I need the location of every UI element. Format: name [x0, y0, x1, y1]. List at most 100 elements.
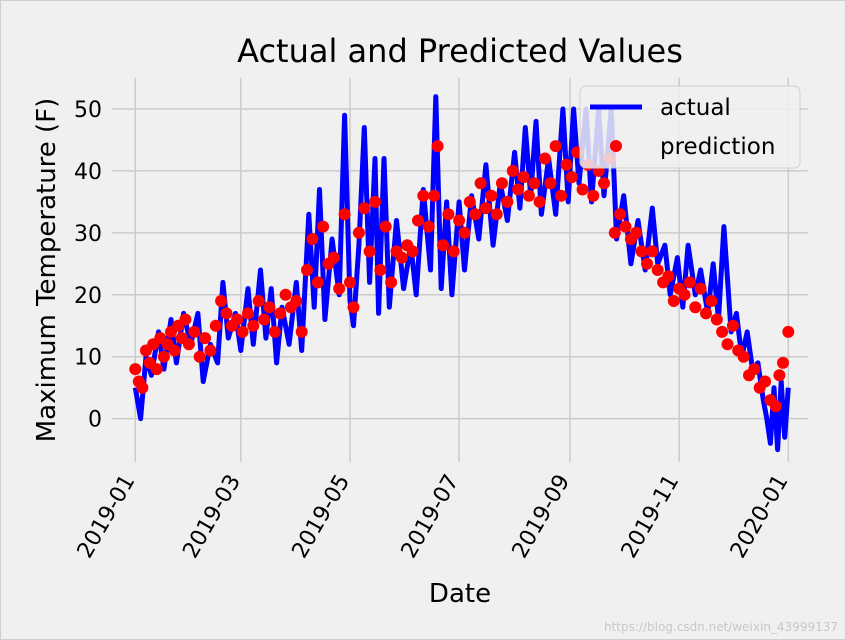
prediction-point [619, 220, 632, 233]
prediction-point [209, 319, 222, 332]
prediction-point [700, 307, 712, 320]
prediction-point [555, 189, 568, 202]
prediction-point [614, 208, 627, 221]
prediction-point [247, 319, 260, 332]
prediction-point [782, 325, 795, 338]
y-tick-label: 20 [74, 284, 102, 309]
prediction-point [496, 177, 508, 190]
prediction-point [576, 183, 589, 196]
series-actual [132, 94, 791, 453]
prediction-point [587, 189, 600, 202]
prediction-point [544, 177, 557, 190]
prediction-point [338, 208, 351, 221]
chart-title: Actual and Predicted Values [237, 32, 683, 70]
prediction-point [528, 177, 541, 190]
prediction-point [369, 195, 381, 208]
prediction-point [759, 375, 772, 388]
prediction-point [395, 251, 408, 264]
prediction-point [182, 338, 195, 351]
prediction-point [374, 264, 387, 276]
prediction-point [453, 214, 466, 227]
prediction-point [737, 350, 750, 363]
prediction-point [683, 276, 696, 289]
prediction-point [215, 295, 228, 307]
prediction-point [385, 276, 398, 289]
prediction-point [748, 363, 761, 376]
prediction-point [641, 257, 653, 270]
prediction-point [327, 251, 340, 264]
prediction-point [539, 152, 551, 165]
prediction-point [290, 295, 303, 307]
prediction-point [417, 189, 430, 202]
prediction-point [517, 171, 530, 184]
prediction-point [485, 189, 498, 202]
x-axis-label: Date [429, 579, 491, 609]
y-tick-label: 10 [74, 346, 102, 371]
prediction-point [463, 195, 476, 208]
y-axis-ticks: 0 10 20 30 40 50 [74, 98, 102, 433]
prediction-point [437, 239, 449, 252]
prediction-point [662, 270, 675, 283]
prediction-point [274, 307, 287, 320]
y-tick-label: 30 [74, 222, 102, 247]
legend: actual prediction [579, 85, 801, 169]
actual-line [132, 94, 791, 453]
prediction-point [490, 208, 503, 221]
prediction-point [651, 264, 664, 276]
prediction-point [379, 220, 392, 233]
prediction-point [252, 295, 265, 307]
prediction-point [694, 282, 707, 295]
y-tick-label: 0 [88, 408, 102, 433]
prediction-point [422, 220, 435, 233]
prediction-point [773, 369, 786, 382]
prediction-point [347, 301, 360, 314]
prediction-point [635, 245, 648, 258]
legend-prediction-label: prediction [660, 134, 775, 160]
prediction-point [608, 226, 621, 239]
prediction-point [428, 189, 441, 202]
prediction-point [363, 245, 376, 258]
prediction-point [295, 325, 308, 338]
legend-actual-label: actual [660, 95, 731, 121]
prediction-point [129, 363, 142, 376]
prediction-point [263, 301, 276, 314]
prediction-point [412, 214, 424, 227]
prediction-point [242, 307, 254, 320]
prediction-point [646, 245, 659, 258]
prediction-point [442, 208, 455, 221]
prediction-point [333, 282, 346, 295]
prediction-point [231, 313, 244, 326]
prediction-point [479, 202, 492, 215]
prediction-point [168, 344, 181, 357]
prediction-point [268, 325, 281, 338]
prediction-point [512, 183, 525, 196]
prediction-point [447, 245, 460, 258]
prediction-point [630, 226, 643, 239]
prediction-point [150, 363, 163, 376]
prediction-point [726, 319, 739, 332]
prediction-point [317, 220, 330, 233]
legend-prediction-swatch [610, 140, 622, 152]
prediction-point [344, 276, 356, 289]
prediction-point [721, 338, 734, 351]
y-tick-label: 50 [74, 98, 102, 123]
prediction-point [522, 189, 535, 202]
prediction-point [469, 208, 482, 221]
prediction-point [179, 313, 192, 326]
prediction-point [236, 325, 249, 338]
prediction-point [199, 332, 211, 345]
prediction-point [705, 295, 718, 307]
prediction-point [769, 400, 782, 413]
prediction-point [188, 325, 201, 338]
prediction-point [406, 245, 419, 258]
prediction-point [474, 177, 487, 190]
prediction-point [598, 177, 610, 190]
y-tick-label: 40 [74, 160, 102, 185]
prediction-point [301, 264, 313, 276]
prediction-point [279, 288, 292, 301]
prediction-point [710, 313, 723, 326]
prediction-point [689, 301, 702, 314]
prediction-point [565, 171, 578, 184]
